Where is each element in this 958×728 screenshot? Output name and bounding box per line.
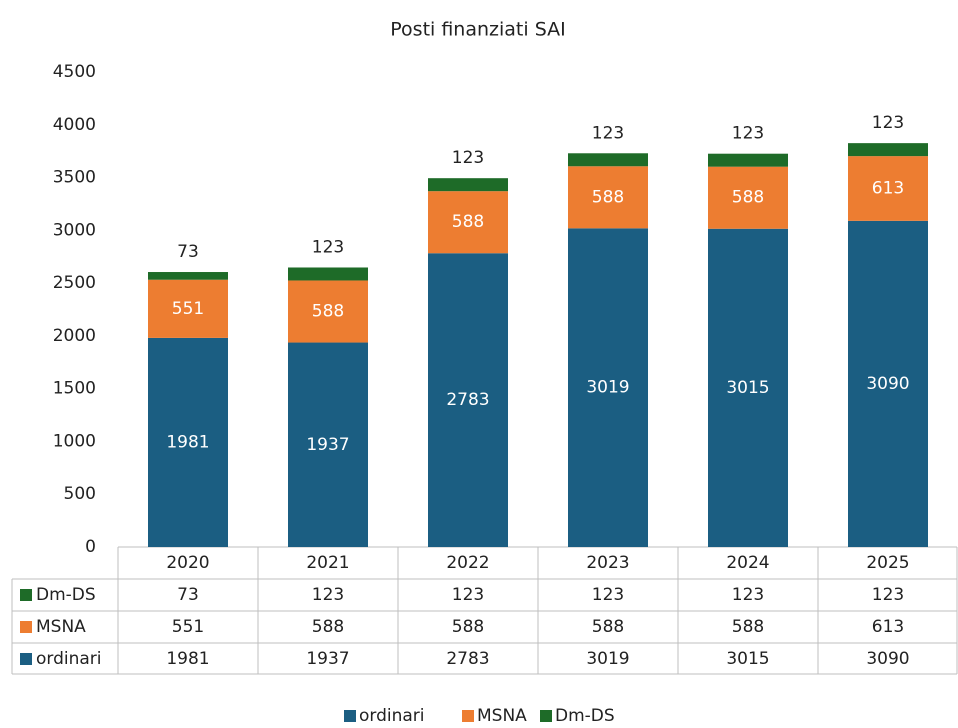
table-cell: 3019: [586, 649, 629, 669]
bar-segment: [568, 153, 648, 167]
table-cell: 3090: [866, 649, 909, 669]
legend-key: [344, 710, 356, 722]
x-tick-label: 2022: [446, 553, 489, 573]
y-tick-label: 3500: [53, 168, 96, 188]
y-tick-label: 2500: [53, 273, 96, 293]
data-label: 123: [592, 123, 624, 143]
bar-segment: [288, 280, 368, 343]
chart-title: Posti finanziati SAI: [390, 19, 565, 41]
table-row-label: MSNA: [36, 617, 86, 637]
data-label: 588: [592, 187, 624, 207]
data-label: 123: [452, 148, 484, 168]
data-label: 3090: [866, 374, 909, 394]
data-label: 588: [732, 188, 764, 208]
bar-segment: [708, 228, 788, 547]
y-tick-label: 4000: [53, 115, 96, 135]
y-tick-label: 4500: [53, 62, 96, 82]
bar-segment: [288, 267, 368, 281]
table-cell: 3015: [726, 649, 769, 669]
y-tick-label: 3000: [53, 220, 96, 240]
bar-segment: [848, 156, 928, 221]
y-tick-label: 0: [85, 537, 96, 557]
table-cell: 2783: [446, 649, 489, 669]
table-cell: 588: [732, 617, 764, 637]
data-label: 2783: [446, 390, 489, 410]
data-label: 551: [172, 299, 204, 319]
legend-label: ordinari: [359, 706, 425, 726]
data-label: 588: [452, 212, 484, 232]
x-tick-label: 2021: [306, 553, 349, 573]
table-cell: 123: [452, 585, 484, 605]
legend-key: [20, 621, 32, 633]
data-label: 613: [872, 178, 904, 198]
table-cell: 1937: [306, 649, 349, 669]
data-label: 588: [312, 302, 344, 322]
table-cell: 123: [872, 585, 904, 605]
data-label: 123: [732, 124, 764, 144]
table-row-label: ordinari: [36, 649, 102, 669]
y-tick-label: 2000: [53, 326, 96, 346]
bar-segment: [148, 279, 228, 338]
table-row-label: Dm-DS: [36, 585, 96, 605]
y-tick-label: 500: [64, 484, 96, 504]
bar-segment: [708, 166, 788, 229]
data-label: 123: [872, 113, 904, 133]
bar-segment: [428, 253, 508, 547]
table-cell: 73: [177, 585, 199, 605]
y-tick-label: 1500: [53, 379, 96, 399]
legend-label: MSNA: [477, 706, 527, 726]
legend-key: [20, 653, 32, 665]
legend-label: Dm-DS: [555, 706, 615, 726]
x-tick-label: 2020: [166, 553, 209, 573]
data-label: 123: [312, 237, 344, 257]
bar-segment: [288, 342, 368, 547]
x-tick-label: 2025: [866, 553, 909, 573]
y-tick-label: 1000: [53, 431, 96, 451]
data-label: 73: [177, 242, 199, 262]
table-cell: 123: [312, 585, 344, 605]
bar-segment: [148, 272, 228, 280]
bar-segment: [568, 166, 648, 229]
table-cell: 588: [592, 617, 624, 637]
data-label: 1937: [306, 435, 349, 455]
legend-key: [20, 589, 32, 601]
bar-segment: [428, 178, 508, 192]
bar-segment: [708, 153, 788, 167]
table-cell: 588: [452, 617, 484, 637]
bar-segment: [568, 228, 648, 548]
x-tick-label: 2023: [586, 553, 629, 573]
data-label: 1981: [166, 432, 209, 452]
bar-segment: [148, 337, 228, 547]
legend-key: [462, 710, 474, 722]
data-label: 3019: [586, 378, 629, 398]
x-tick-label: 2024: [726, 553, 769, 573]
table-cell: 588: [312, 617, 344, 637]
table-cell: 613: [872, 617, 904, 637]
bar-segment: [848, 143, 928, 157]
bar-segment: [848, 220, 928, 548]
bar-segment: [428, 191, 508, 254]
data-label: 3015: [726, 378, 769, 398]
table-cell: 123: [732, 585, 764, 605]
table-cell: 1981: [166, 649, 209, 669]
legend-key: [540, 710, 552, 722]
table-cell: 551: [172, 617, 204, 637]
table-cell: 123: [592, 585, 624, 605]
